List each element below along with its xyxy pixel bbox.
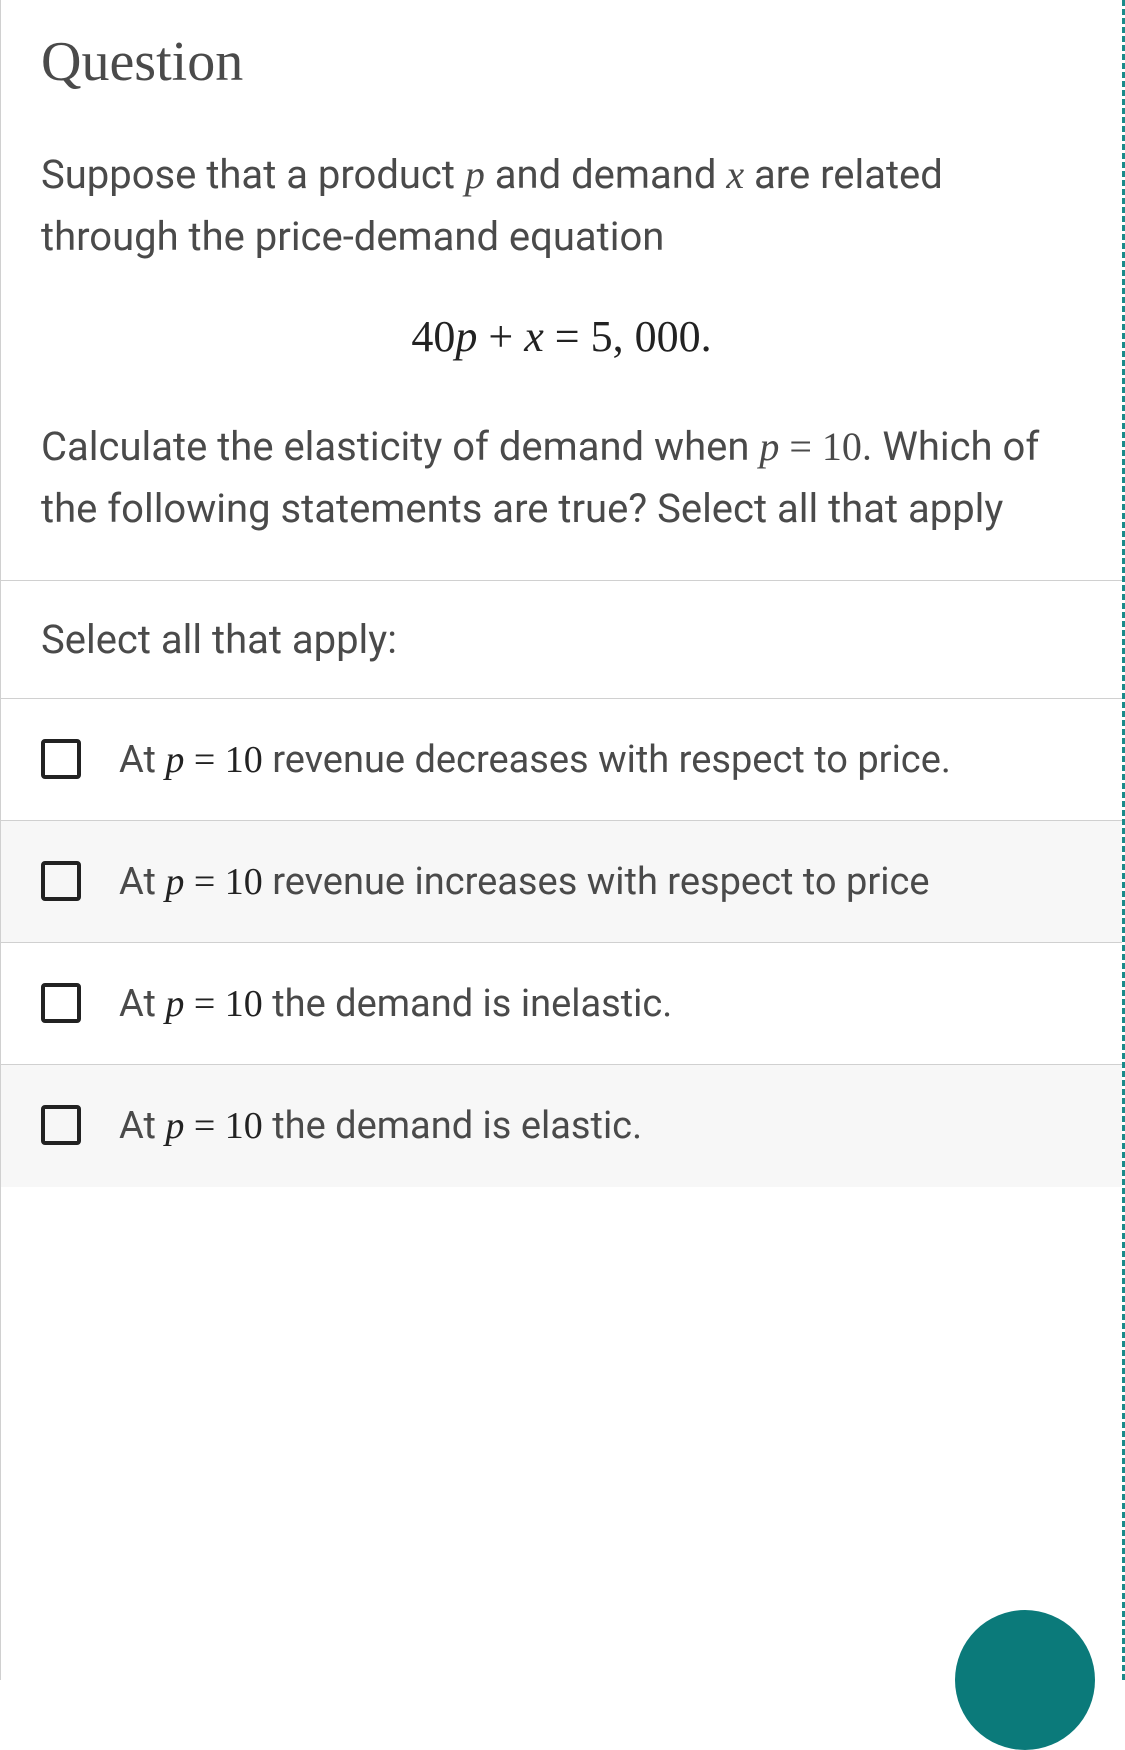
eq-var-p: p: [455, 312, 477, 361]
question-title: Question: [41, 30, 1082, 94]
calc-var-p: p: [759, 424, 779, 469]
opt-suffix: revenue decreases with respect to price.: [263, 738, 951, 782]
opt-suffix: revenue increases with respect to price: [263, 860, 930, 904]
checkbox-icon[interactable]: [41, 983, 81, 1023]
calc-eq-rest: = 10: [779, 424, 862, 469]
eq-plus: +: [477, 312, 524, 361]
question-container: Question Suppose that a product p and de…: [0, 0, 1125, 1680]
checkbox-icon[interactable]: [41, 739, 81, 779]
opt-prefix: At: [119, 982, 165, 1026]
opt-eq: = 10: [184, 739, 262, 781]
option-text: At p = 10 the demand is elastic.: [119, 1097, 1082, 1154]
eq-equals: =: [544, 312, 591, 361]
option-row[interactable]: At p = 10 revenue decreases with respect…: [1, 698, 1122, 820]
intro-text-1: Suppose that a product: [41, 151, 465, 198]
select-instruction: Select all that apply:: [1, 580, 1122, 698]
option-text: At p = 10 revenue decreases with respect…: [119, 731, 1082, 788]
opt-suffix: the demand is inelastic.: [263, 982, 673, 1026]
opt-prefix: At: [119, 738, 165, 782]
question-body: Suppose that a product p and demand x ar…: [1, 94, 1122, 580]
opt-eq: = 10: [184, 1105, 262, 1147]
equation-block: 40p + x = 5, 000.: [41, 268, 1082, 416]
eq-coeff: 40: [411, 312, 455, 361]
option-text: At p = 10 the demand is inelastic.: [119, 975, 1082, 1032]
question-calc: Calculate the elasticity of demand when …: [41, 416, 1082, 540]
question-intro: Suppose that a product p and demand x ar…: [41, 144, 1082, 268]
option-row[interactable]: At p = 10 the demand is elastic.: [1, 1064, 1122, 1186]
calc-text-1: Calculate the elasticity of demand when: [41, 423, 759, 470]
opt-eq: = 10: [184, 861, 262, 903]
intro-var-p: p: [465, 152, 485, 197]
eq-var-x: x: [524, 312, 544, 361]
opt-eq: = 10: [184, 983, 262, 1025]
intro-text-2: and demand: [485, 151, 726, 198]
checkbox-icon[interactable]: [41, 861, 81, 901]
eq-rhs: 5, 000.: [591, 312, 712, 361]
opt-var: p: [165, 983, 184, 1025]
opt-suffix: the demand is elastic.: [263, 1104, 642, 1148]
option-row[interactable]: At p = 10 the demand is inelastic.: [1, 942, 1122, 1064]
checkbox-icon[interactable]: [41, 1105, 81, 1145]
opt-var: p: [165, 861, 184, 903]
opt-var: p: [165, 739, 184, 781]
option-text: At p = 10 revenue increases with respect…: [119, 853, 1082, 910]
opt-var: p: [165, 1105, 184, 1147]
opt-prefix: At: [119, 1104, 165, 1148]
option-row[interactable]: At p = 10 revenue increases with respect…: [1, 820, 1122, 942]
floating-action-button[interactable]: [955, 1610, 1095, 1750]
intro-var-x: x: [726, 152, 744, 197]
opt-prefix: At: [119, 860, 165, 904]
question-header: Question: [1, 0, 1122, 94]
